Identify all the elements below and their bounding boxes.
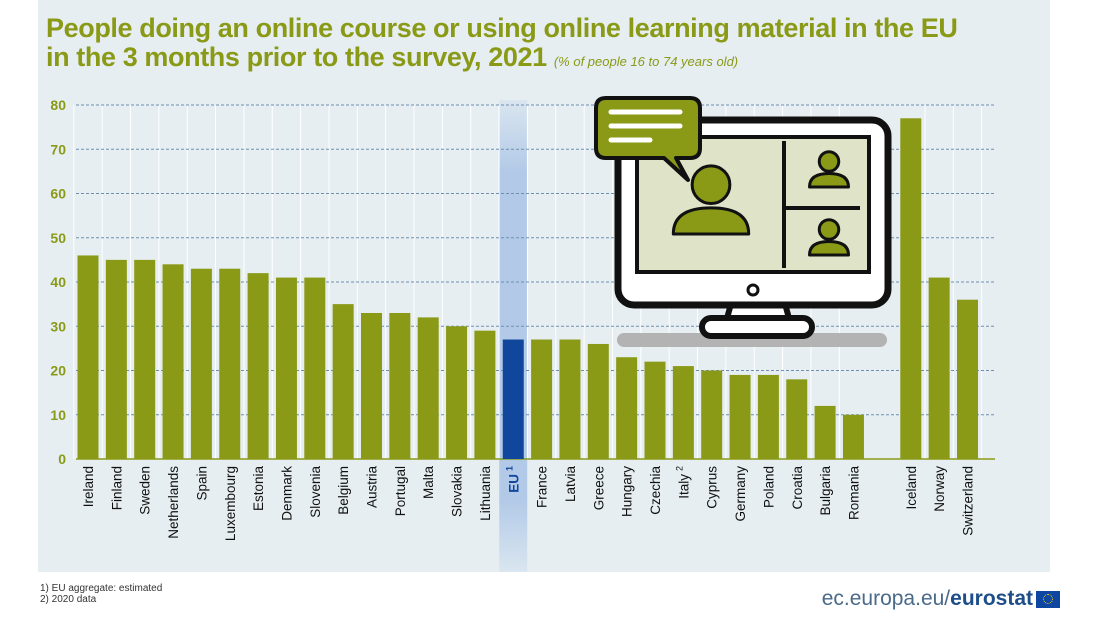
y-tick-label: 20 [50,363,66,379]
category-label: Slovakia [450,466,465,518]
category-label: France [535,466,550,508]
y-tick-label: 30 [50,318,66,334]
y-tick-label: 50 [50,230,66,246]
footnotes: 1) EU aggregate: estimated 2) 2020 data [40,583,162,605]
bar-lithuania [474,330,496,459]
category-label: Austria [365,466,380,509]
category-label: Switzerland [961,466,976,536]
bar-czechia [644,361,666,459]
eu-highlight-band [499,100,528,572]
y-tick-label: 60 [50,186,66,202]
footnote-marker: 2 [674,466,684,471]
bar-sweden [134,259,156,459]
bar-austria [361,312,382,459]
category-label: Ireland [81,466,96,507]
category-label: Spain [194,466,209,501]
monitor-base [699,315,815,339]
category-label: Croatia [790,466,805,510]
category-label: Slovenia [308,466,323,518]
logo-url-bold: eurostat [950,587,1033,610]
user-icon-head [817,150,841,173]
category-label: Czechia [648,466,663,515]
category-label: Estonia [251,466,266,512]
eurostat-logo: ec.europa.eu/eurostat [822,587,1060,611]
user-icon-head [817,218,841,241]
category-label: Netherlands [166,466,181,539]
monitor-shadow [617,333,887,347]
category-label: Greece [591,466,606,510]
bar-france [531,339,553,459]
title-line-2: in the 3 months prior to the survey, 202… [46,42,547,72]
y-tick-label: 40 [50,274,66,290]
bar-slovenia [304,277,326,459]
monitor-illustration [594,96,892,347]
category-label: Denmark [279,466,294,521]
chart-subtitle: (% of people 16 to 74 years old) [553,54,739,69]
category-label: Bulgaria [818,466,833,516]
category-label: Belgium [336,466,351,515]
bar-norway [928,277,950,459]
category-label: Sweden [138,466,153,515]
bar-greece [587,343,609,459]
bar-portugal [389,312,411,459]
category-label: Lithuania [478,466,493,521]
bar-poland [757,374,779,459]
category-label: Poland [761,466,776,508]
category-label: Latvia [563,466,578,503]
bar-luxembourg [219,268,241,459]
bar-malta [417,317,439,459]
bar-finland [105,259,127,459]
user-icon-body [808,172,850,189]
bar-eu [502,339,524,459]
category-label: Germany [733,466,748,522]
bar-netherlands [162,264,184,459]
power-button-icon [746,283,760,297]
bar-italy [672,366,694,459]
footnote-1: 1) EU aggregate: estimated [40,583,163,594]
category-label: Cyprus [705,466,720,509]
bar-hungary [616,357,638,459]
title-line-1: People doing an online course or using o… [46,13,958,43]
bar-belgium [332,304,354,459]
logo-url-prefix: ec.europa.eu/ [821,587,951,610]
category-label: Iceland [904,466,919,510]
bar-romania [842,414,864,459]
y-tick-label: 10 [50,407,66,423]
category-label: Hungary [620,466,635,517]
footnote-2: 2) 2020 data [40,594,97,605]
eu-flag-icon [1036,590,1060,608]
y-tick-label: 80 [50,97,66,113]
user-icon-body [808,240,850,257]
category-label: Luxembourg [223,466,238,541]
bar-bulgaria [814,405,836,459]
bar-latvia [559,339,581,459]
user-icon-body [671,206,751,236]
category-label: Italy2 [674,466,691,499]
category-label: Romania [846,466,861,521]
bar-estonia [247,273,269,459]
category-label: Finland [109,466,124,510]
bar-germany [729,374,751,459]
user-icon-head [690,164,732,206]
category-label: Norway [932,466,947,512]
bar-denmark [275,277,297,459]
category-label: Portugal [393,466,408,516]
y-tick-label: 0 [58,451,66,467]
category-label: Malta [421,466,436,500]
bar-cyprus [701,370,723,459]
bar-spain [190,268,212,459]
bar-croatia [786,379,808,459]
y-tick-label: 70 [50,141,66,157]
bar-iceland [900,118,922,460]
footnote-marker: 1 [504,466,514,471]
bar-ireland [77,255,99,459]
chart-title: People doing an online course or using o… [46,13,958,76]
bar-slovakia [446,326,468,459]
bar-switzerland [957,299,978,459]
